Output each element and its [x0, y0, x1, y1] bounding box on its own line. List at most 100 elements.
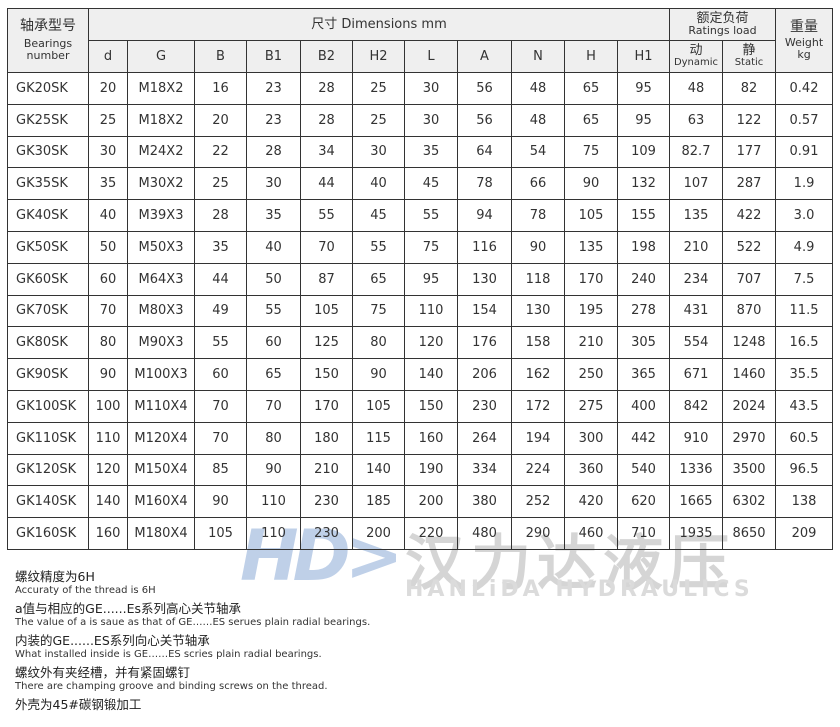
table-cell: 16.5: [775, 326, 834, 360]
table-cell: 140: [88, 485, 128, 519]
table-cell: 50: [88, 230, 128, 264]
table-cell: 130: [511, 294, 565, 328]
table-row: GK80SK 80 M90X3 55 60 125 80 120 176 158 210 305 554…: [7, 326, 834, 360]
table-cell: 264: [457, 421, 512, 455]
table-cell: 25: [352, 103, 405, 137]
table-cell: 90: [511, 230, 565, 264]
note-cn: 内装的GE......ES系列向心关节轴承: [15, 633, 210, 648]
table-cell: 87: [300, 262, 353, 296]
table-cell: 49: [194, 294, 247, 328]
table-cell: 110: [246, 517, 301, 550]
table-cell: GK100SK: [7, 389, 89, 423]
table-row: GK160SK 160 M180X4 105 110 230 200 220 480 290 460…: [7, 517, 834, 550]
table-cell: GK110SK: [7, 421, 89, 455]
table-cell: 55: [352, 230, 405, 264]
note-cn: 外壳为45#碳钢锻加工: [15, 697, 142, 712]
table-cell: 65: [564, 103, 618, 137]
table-cell: 125: [300, 326, 353, 360]
table-cell: 160: [88, 517, 128, 550]
table-row: GK20SK 20 M18X2 16 23 28 25 30 56 48 65 95 48 82 0.42: [7, 72, 834, 105]
table-cell: 230: [300, 517, 353, 550]
table-cell: 180: [300, 421, 353, 455]
table-cell: 80: [88, 326, 128, 360]
table-cell: 110: [88, 421, 128, 455]
table-cell: 90: [564, 167, 618, 201]
table-cell: 90: [246, 453, 301, 487]
table-cell: 365: [617, 358, 670, 391]
table-cell: 85: [194, 453, 247, 487]
table-cell: 55: [404, 199, 458, 232]
table-cell: 80: [246, 421, 301, 455]
table-cell: 162: [511, 358, 565, 391]
table-cell: 28: [300, 72, 353, 105]
table-cell: 220: [404, 517, 458, 550]
table-row: GK30SK 30 M24X2 22 28 34 30 35 64 54 75 109 82.7 177 0…: [7, 135, 834, 169]
table-row: GK40SK 40 M39X3 28 35 55 45 55 94 78 105 155 135 422 3…: [7, 199, 834, 232]
table-cell: 230: [300, 485, 353, 519]
table-cell: GK50SK: [7, 230, 89, 264]
header-col-a: A: [457, 40, 512, 73]
table-cell: 23: [246, 72, 301, 105]
table-cell: 90: [352, 358, 405, 391]
table-cell: GK80SK: [7, 326, 89, 360]
table-cell: 63: [669, 103, 723, 137]
table-cell: 66: [511, 167, 565, 201]
table-cell: 380: [457, 485, 512, 519]
table-cell: M100X3: [127, 358, 195, 391]
table-cell: M18X2: [127, 72, 195, 105]
table-cell: 40: [88, 199, 128, 232]
table-cell: 400: [617, 389, 670, 423]
table-cell: 94: [457, 199, 512, 232]
table-cell: 1336: [669, 453, 723, 487]
table-cell: 30: [88, 135, 128, 169]
table-cell: 110: [404, 294, 458, 328]
table-row: GK110SK 110 M120X4 70 80 180 115 160 264 194 300 44…: [7, 421, 834, 455]
header-col-g: G: [127, 40, 195, 73]
table-cell: 300: [564, 421, 618, 455]
table-cell: 2024: [721, 389, 777, 423]
table-cell: 25: [88, 103, 128, 137]
table-cell: 28: [194, 199, 247, 232]
table-cell: 1248: [721, 326, 777, 360]
header-dynamic: 动 Dynamic: [669, 40, 723, 73]
table-cell: 150: [404, 389, 458, 423]
table-cell: 35: [194, 230, 247, 264]
table-cell: 185: [352, 485, 405, 519]
table-cell: 176: [457, 326, 512, 360]
table-cell: M150X4: [127, 453, 195, 487]
table-cell: 22: [194, 135, 247, 169]
note-en: The value of a is saue as that of GE……ES…: [15, 617, 371, 628]
table-cell: 250: [564, 358, 618, 391]
note-en: There are champing groove and binding sc…: [15, 681, 328, 692]
table-row: GK70SK 70 M80X3 49 55 105 75 110 154 130 195 278 431…: [7, 294, 834, 328]
table-cell: 95: [617, 72, 670, 105]
table-cell: 1460: [721, 358, 777, 391]
table-cell: 118: [511, 262, 565, 296]
table-cell: 60.5: [775, 421, 834, 455]
table-cell: 154: [457, 294, 512, 328]
table-cell: 172: [511, 389, 565, 423]
table-cell: 90: [194, 485, 247, 519]
table-cell: 206: [457, 358, 512, 391]
table-cell: GK40SK: [7, 199, 89, 232]
table-cell: 44: [194, 262, 247, 296]
table-cell: 56: [457, 103, 512, 137]
table-cell: 290: [511, 517, 565, 550]
table-cell: 140: [352, 453, 405, 487]
table-cell: 65: [564, 72, 618, 105]
table-cell: 100: [88, 389, 128, 423]
table-cell: 0.42: [775, 72, 834, 105]
table-cell: 870: [721, 294, 777, 328]
table-cell: 210: [300, 453, 353, 487]
note-cn: a值与相应的GE......Es系列高心关节轴承: [15, 601, 241, 616]
table-cell: M18X2: [127, 103, 195, 137]
table-cell: 28: [300, 103, 353, 137]
table-cell: 20: [194, 103, 247, 137]
header-col-h: H: [564, 40, 618, 73]
table-cell: 30: [246, 167, 301, 201]
note-cn: 螺纹外有夹经槽，并有紧固螺钉: [15, 665, 191, 680]
table-cell: M30X2: [127, 167, 195, 201]
table-row: GK90SK 90 M100X3 60 65 150 90 140 206 162 250 365 67…: [7, 358, 834, 391]
table-cell: 7.5: [775, 262, 834, 296]
table-cell: GK120SK: [7, 453, 89, 487]
